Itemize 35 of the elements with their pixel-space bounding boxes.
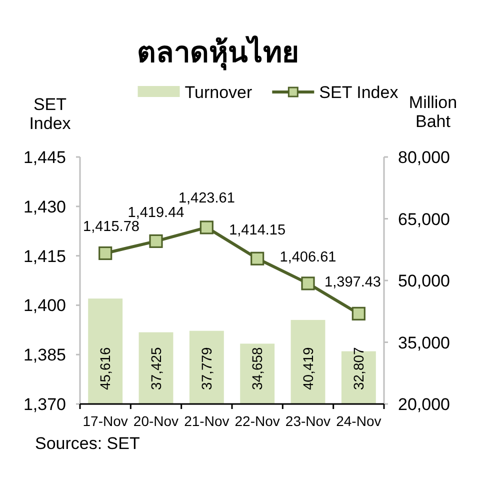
data-label: 40,419 [300, 347, 316, 390]
y2-tick-label: 35,000 [398, 333, 450, 352]
x-tick-label: 20-Nov [133, 413, 179, 429]
annotation: Sources: SET [35, 434, 140, 453]
y2label: Million Baht [408, 93, 458, 131]
title: ตลาดหุ้นไทย [137, 37, 299, 69]
y-tick-label: 1,400 [23, 296, 66, 316]
data-label: 37,779 [198, 347, 215, 390]
data-label: 1,397.43 [324, 274, 381, 291]
y2-tick-label: 80,000 [398, 148, 450, 167]
data-label: 1,423.61 [178, 190, 235, 206]
data-label: 34,658 [249, 347, 266, 390]
data-label: 1,419.44 [128, 205, 184, 222]
y-tick-label: 1,415 [23, 246, 66, 266]
x-tick-label: 17-Nov [82, 413, 128, 429]
data-label: 32,807 [350, 347, 367, 390]
data-label: 45,616 [97, 347, 114, 390]
x-tick-label: 22-Nov [234, 413, 280, 429]
y2-tick-label: 50,000 [398, 272, 450, 290]
x-tick-label: 21-Nov [184, 413, 230, 429]
data-label: 37,425 [148, 347, 164, 390]
y-tick-label: 1,370 [23, 395, 66, 414]
ylabel: SET Index [29, 95, 71, 133]
y2-tick-label: 20,000 [398, 395, 450, 414]
y2-tick-label: 65,000 [398, 210, 450, 229]
x-tick-label: 24-Nov [336, 413, 382, 429]
y-tick-label: 1,430 [23, 197, 66, 216]
y-tick-label: 1,385 [23, 346, 66, 365]
data-label: 1,414.15 [229, 222, 286, 239]
x-tick-label: 23-Nov [285, 413, 331, 429]
legend-label: SET Index [319, 83, 398, 102]
legend-label: Turnover [184, 83, 252, 102]
data-label: 1,415.78 [83, 219, 140, 236]
y-tick-label: 1,445 [23, 148, 66, 167]
data-label: 1,406.61 [280, 249, 336, 266]
